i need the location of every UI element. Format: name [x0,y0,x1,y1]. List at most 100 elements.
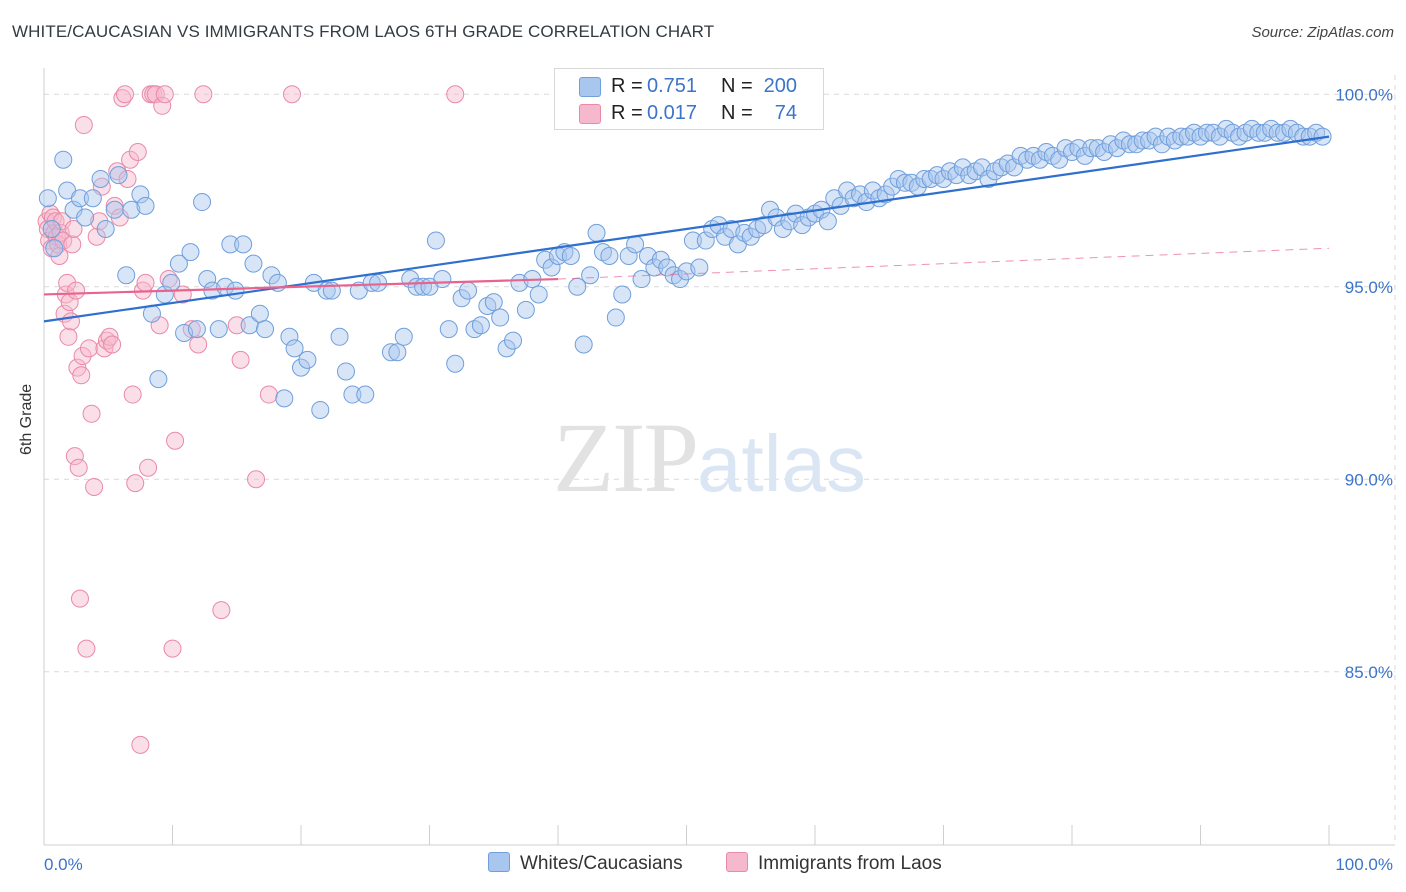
data-point-whites [581,266,600,285]
data-point-laos [72,366,91,385]
data-point-laos [63,235,82,254]
data-point-whites [516,300,535,319]
data-point-whites [690,258,709,277]
data-point-whites [369,273,388,292]
y-tick-label: 100.0% [1335,85,1393,104]
data-point-laos [105,196,124,215]
data-point-whites [426,231,445,250]
data-point-laos [227,316,246,335]
data-point-whites [285,339,304,358]
data-point-whites [529,285,548,304]
data-point-whites [76,208,95,227]
data-point-whites [632,270,651,289]
y-tick-label: 85.0% [1345,663,1393,682]
data-point-whites [109,166,128,185]
data-point-whites [122,200,141,219]
data-point-laos [118,169,137,188]
legend-swatch-pink [726,852,748,872]
chart-source: Source: ZipAtlas.com [1251,24,1394,41]
data-point-whites [117,266,136,285]
trend-line-laos [43,277,559,296]
data-point-laos [77,639,96,658]
data-point-whites [96,220,115,238]
data-point-laos [155,85,174,104]
data-point-whites [262,266,281,285]
data-point-whites [439,320,458,339]
data-point-whites [433,270,452,289]
data-point-laos [231,350,250,369]
data-point-whites [587,223,606,242]
data-point-laos [163,639,182,658]
chart-title: WHITE/CAUCASIAN VS IMMIGRANTS FROM LAOS … [12,22,715,41]
data-point-laos [131,735,150,754]
legend-r-label: R = [611,75,643,97]
data-point-laos [128,143,147,161]
watermark-atlas: atlas [697,419,866,508]
data-point-whites [979,169,998,188]
data-point-whites [169,254,188,273]
data-point-whites [70,189,89,208]
data-point-whites [504,331,523,350]
data-point-whites [947,166,966,185]
legend-label-whites: Whites/Caucasians [520,853,683,874]
data-point-laos [121,150,140,169]
trend-lines [43,135,1330,323]
data-point-whites [613,285,632,304]
data-point-laos [90,212,109,231]
data-point-whites [226,281,245,300]
legend-r-value: 0.017 [647,102,698,124]
data-point-whites [394,327,413,346]
data-point-whites [131,185,150,204]
legend-r-value: 0.751 [647,75,698,97]
x-tick-labels: 0.0% 100.0% [44,855,1393,874]
data-point-whites [452,289,471,308]
data-point-laos [247,470,266,489]
legend-item-laos[interactable]: Immigrants from Laos [726,852,942,875]
legend-item-whites[interactable]: Whites/Caucasians [488,852,683,875]
stats-legend: R = 0.751 N = 200 R = 0.017 N = 74 [554,68,824,130]
legend-n-label: N = [721,75,753,97]
data-point-laos [85,477,104,496]
data-point-laos [70,589,89,608]
data-point-whites [198,270,217,289]
data-point-laos [64,220,83,238]
data-point-whites [484,293,503,312]
data-point-whites [388,343,407,362]
data-point-whites [136,196,155,215]
data-point-laos [194,85,213,104]
data-point-whites [1069,139,1088,158]
data-point-laos [79,339,98,358]
data-point-laos [115,85,134,104]
data-point-laos [212,601,231,620]
data-point-whites [561,246,580,265]
data-point-whites [471,316,490,335]
data-point-whites [761,200,780,219]
legend-row-laos: R = 0.017 N = 74 [555,100,823,126]
data-point-whites [256,320,275,339]
series-whites-caucasians [38,119,1332,419]
data-point-whites [234,235,253,254]
data-point-laos [67,281,86,300]
data-point-whites [275,389,294,408]
data-point-whites [42,220,61,238]
data-point-whites [298,350,317,369]
data-point-laos [139,458,158,477]
data-point-whites [343,385,362,404]
data-point-laos [103,335,122,354]
trend-line-whites [43,135,1330,323]
data-point-whites [683,231,702,250]
data-point-whites [162,273,181,292]
data-point-whites [336,362,355,381]
legend-r-label: R = [611,102,643,124]
data-point-whites [793,216,812,235]
data-point-whites [54,150,73,169]
data-point-whites [330,327,349,346]
data-point-laos [446,85,465,104]
data-point-laos [123,385,142,404]
data-point-whites [38,189,57,208]
data-point-whites [497,339,516,358]
data-point-laos [65,447,84,466]
data-point-whites [311,400,330,419]
data-point-whites [292,358,310,377]
y-axis-label: 6th Grade [18,383,35,455]
